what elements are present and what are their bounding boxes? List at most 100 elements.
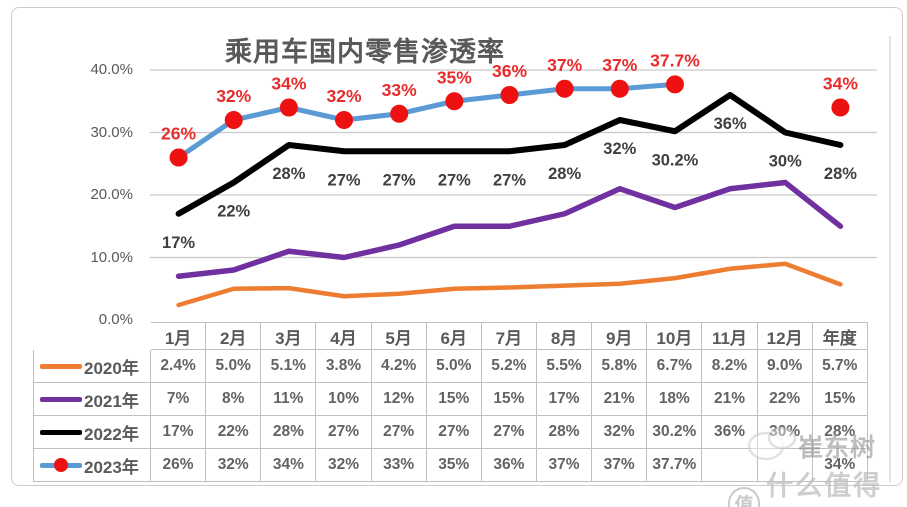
column-header: 3月 — [261, 322, 317, 350]
table-cell: 18% — [647, 383, 703, 416]
table-cell: 4.2% — [371, 350, 427, 383]
column-header: 8月 — [536, 322, 593, 350]
series-2023年-line — [176, 81, 678, 160]
table-cell: 27% — [371, 416, 427, 449]
table-cell: 37% — [536, 449, 593, 482]
table-cell: 32% — [316, 449, 372, 482]
table-cell: 12% — [371, 383, 427, 416]
series-2021年-line — [175, 179, 844, 279]
table-cell: 10% — [316, 383, 372, 416]
table-cell: 37.7% — [647, 449, 703, 482]
column-header: 10月 — [647, 322, 703, 350]
legend-line-swatch — [40, 396, 82, 402]
table-cell: 2.4% — [151, 350, 207, 383]
legend-label: 2022年 — [84, 424, 139, 444]
data-label: 26% — [161, 124, 196, 144]
table-cell: 32% — [206, 449, 262, 482]
table-cell: 11% — [261, 383, 317, 416]
data-label: 28% — [548, 165, 581, 183]
series-2023年-labels: 26% 32% 34% 32% 33% 35% 36% 37% 37% 37.7% 34% — [161, 50, 858, 143]
data-label: 37% — [602, 55, 637, 75]
data-label: 32% — [603, 140, 636, 158]
table-cell: 21% — [702, 383, 758, 416]
table-corner-spacer — [33, 322, 151, 350]
data-label: 33% — [382, 80, 417, 100]
data-label: 22% — [217, 203, 250, 221]
series-2020年-line — [176, 261, 843, 308]
data-label: 36% — [492, 61, 527, 81]
column-header: 1月 — [151, 322, 207, 350]
table-cell: 37% — [592, 449, 648, 482]
table-cell: 26% — [151, 449, 207, 482]
table-cell: 5.8% — [592, 350, 648, 383]
table-cell: 27% — [426, 416, 482, 449]
table-cell: 15% — [481, 383, 537, 416]
table-cell: 3.8% — [316, 350, 372, 383]
table-cell: 35% — [426, 449, 482, 482]
table-cell: 17% — [536, 383, 593, 416]
table-cell: 27% — [481, 416, 537, 449]
column-header: 7月 — [481, 322, 537, 350]
table-cell: 7% — [151, 383, 207, 416]
column-header: 4月 — [316, 322, 372, 350]
data-label: 30% — [769, 153, 802, 171]
column-header: 11月 — [702, 322, 758, 350]
data-label: 17% — [162, 234, 195, 252]
table-cell: 15% — [812, 383, 868, 416]
data-label: 27% — [328, 171, 361, 189]
y-tick-label: 10.0% — [90, 248, 133, 266]
data-label: 27% — [493, 171, 526, 189]
gridlines — [150, 69, 877, 259]
data-label: 34% — [271, 74, 306, 94]
table-cell: 5.0% — [426, 350, 482, 383]
column-header: 6月 — [426, 322, 482, 350]
data-label: 34% — [823, 74, 858, 94]
legend-label: 2023年 — [84, 457, 139, 477]
data-label: 32% — [327, 86, 362, 106]
y-tick-label: 0.0% — [98, 311, 133, 328]
data-label: 28% — [272, 165, 305, 183]
data-label: 37% — [547, 55, 582, 75]
series-2022年-labels: 17% 22% 28% 27% 27% 27% 27% 28% 32% 30.2% 36% 30% 28… — [162, 115, 857, 252]
table-cell: 34% — [261, 449, 317, 482]
table-cell: 17% — [151, 416, 207, 449]
legend-label: 2021年 — [84, 391, 139, 411]
legend-line-swatch — [40, 458, 82, 472]
table-cell: 33% — [371, 449, 427, 482]
legend-line-swatch — [40, 363, 82, 369]
table-cell: 6.7% — [647, 350, 703, 383]
table-cell: 15% — [426, 383, 482, 416]
column-header: 年度 — [812, 322, 868, 350]
table-cell: 28% — [261, 416, 317, 449]
table-cell: 32% — [592, 416, 648, 449]
table-cell: 5.1% — [261, 350, 317, 383]
table-cell: 5.5% — [536, 350, 593, 383]
y-tick-label: 20.0% — [90, 186, 133, 203]
table-cell: 36% — [702, 416, 758, 449]
column-header: 2月 — [206, 322, 262, 350]
column-header: 9月 — [592, 322, 648, 350]
chart-data-table: 1月 2月 3月 4月 5月 6月 7月 8月 9月 10月 11月 12月 年度 2020年 2.4% 5.… — [33, 322, 868, 482]
table-cell: 30% — [757, 416, 813, 449]
legend-item-2021年: 2021年 — [33, 383, 151, 416]
data-label: 37.7% — [650, 50, 700, 70]
series-2023年-markers — [169, 75, 850, 167]
table-cell: 8% — [206, 383, 262, 416]
table-cell: 28% — [536, 416, 593, 449]
data-label: 30.2% — [652, 151, 699, 169]
table-cell: 5.7% — [812, 350, 868, 383]
column-header: 5月 — [371, 322, 427, 350]
table-cell — [702, 449, 758, 482]
y-tick-label: 30.0% — [90, 123, 133, 141]
legend-item-2022年: 2022年 — [33, 416, 151, 449]
table-cell: 22% — [757, 383, 813, 416]
data-label: 27% — [438, 171, 471, 189]
table-cell: 9.0% — [757, 350, 813, 383]
data-label: 28% — [824, 165, 857, 183]
table-cell: 34% — [812, 449, 868, 482]
legend-line-swatch — [40, 429, 82, 435]
table-cell: 22% — [206, 416, 262, 449]
legend-marker-dot — [54, 458, 68, 472]
